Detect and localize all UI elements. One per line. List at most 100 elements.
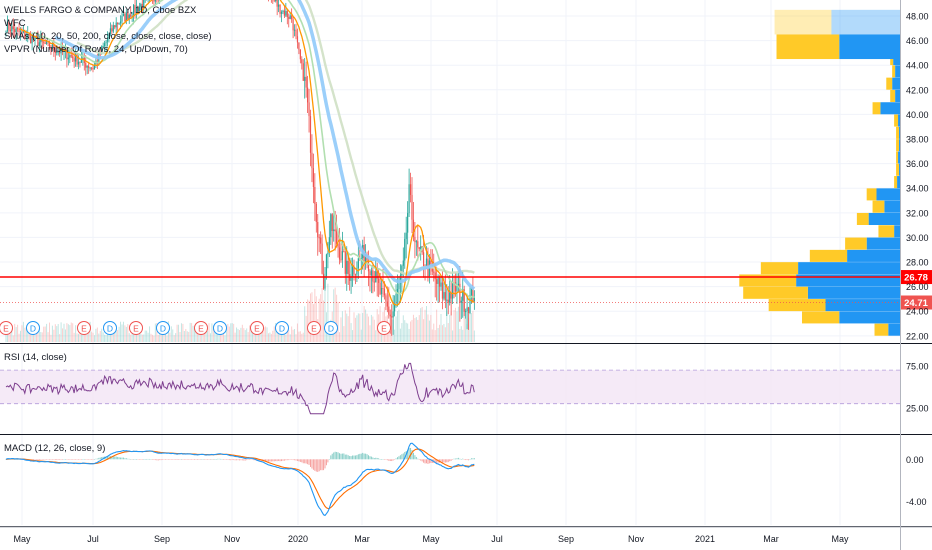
macd-histogram-bar xyxy=(137,459,139,460)
vp-row-up xyxy=(888,323,900,336)
macd-histogram-bar xyxy=(456,458,458,460)
volume-bar xyxy=(93,335,95,342)
candle-body xyxy=(289,15,291,19)
macd-histogram-bar xyxy=(188,459,190,460)
candle-body xyxy=(324,276,326,289)
event-label: D xyxy=(328,324,334,334)
macd-histogram-bar xyxy=(192,459,194,460)
volume-bar xyxy=(244,330,246,342)
macd-histogram-bar xyxy=(86,459,88,460)
volume-bar xyxy=(188,331,190,342)
macd-histogram-bar xyxy=(41,459,43,460)
earnings-icon xyxy=(307,321,321,335)
vp-row-down xyxy=(802,311,840,324)
vp-row-down xyxy=(739,274,797,287)
macd-histogram-bar xyxy=(138,459,140,460)
candle-body xyxy=(72,56,74,59)
macd-histogram-bar xyxy=(334,451,336,460)
symbol-title[interactable]: WELLS FARGO & COMPANY, 1D, Cboe BZX xyxy=(4,5,197,16)
macd-histogram-bar xyxy=(428,459,430,464)
macd-histogram-bar xyxy=(208,459,210,460)
vp-row-down xyxy=(878,225,895,238)
macd-histogram-bar xyxy=(292,459,294,461)
volume-bar xyxy=(365,309,367,342)
macd-histogram-bar xyxy=(399,455,401,460)
volume-bar xyxy=(368,316,369,342)
volume-bar xyxy=(465,318,467,342)
macd-histogram-bar xyxy=(357,454,359,460)
macd-legend[interactable]: MACD (12, 26, close, 9) xyxy=(4,443,106,454)
macd-histogram-bar xyxy=(43,459,45,460)
candle-body xyxy=(333,229,335,231)
volume-bar xyxy=(318,298,320,342)
volume-bar xyxy=(182,323,184,342)
macd-histogram-bar xyxy=(134,459,136,460)
volume-bar xyxy=(166,335,168,342)
macd-histogram-bar xyxy=(80,459,82,460)
candle-body xyxy=(143,0,145,9)
candle-body xyxy=(409,184,412,195)
volume-bar xyxy=(75,325,77,342)
macd-histogram-bar xyxy=(47,459,49,460)
volume-bar xyxy=(246,328,248,342)
vp-row-down xyxy=(760,262,799,275)
rsi-legend[interactable]: RSI (14, close) xyxy=(4,352,67,363)
candle-body xyxy=(444,292,446,301)
macd-histogram-bar xyxy=(167,459,169,460)
volume-bar xyxy=(189,322,191,342)
macd-histogram-bar xyxy=(153,459,155,460)
macd-histogram-bar xyxy=(79,459,81,460)
price-tick: 24.00 xyxy=(906,307,929,317)
candle-body xyxy=(462,289,464,301)
macd-histogram-bar xyxy=(18,459,20,460)
macd-histogram-bar xyxy=(324,459,326,469)
candle-body xyxy=(118,23,120,25)
macd-histogram-bar xyxy=(75,459,77,460)
volume-bar xyxy=(194,328,195,342)
candle-body xyxy=(154,0,156,2)
price-tick: 38.00 xyxy=(906,135,929,145)
macd-histogram-bar xyxy=(57,459,59,460)
sma-legend[interactable]: SMAs (10, 20, 50, 200, close, close, clo… xyxy=(4,31,212,42)
candle-body xyxy=(472,288,474,302)
candle-body xyxy=(321,243,323,274)
event-label: E xyxy=(133,324,139,334)
macd-histogram-bar xyxy=(331,453,333,460)
volume-bar xyxy=(178,324,180,342)
volume-bar xyxy=(102,332,104,342)
vpvr-legend[interactable]: VPVR (Number Of Rows, 24, Up/Down, 70) xyxy=(4,44,188,55)
candle-body xyxy=(412,219,415,237)
volume-bar xyxy=(76,333,78,342)
macd-histogram-bar xyxy=(183,459,185,460)
volume-bar xyxy=(469,309,471,342)
volume-bar xyxy=(323,300,325,342)
macd-histogram-bar xyxy=(51,459,53,460)
volume-bar xyxy=(53,329,55,342)
candle-body xyxy=(311,152,313,169)
candle-body xyxy=(8,21,10,30)
candle-body xyxy=(344,251,346,274)
macd-histogram-bar xyxy=(120,457,122,460)
macd-histogram-bar xyxy=(49,459,50,460)
macd-histogram-bar xyxy=(275,459,277,462)
vp-row-down xyxy=(872,200,885,213)
vp-row-up xyxy=(884,200,900,213)
volume-profile xyxy=(739,9,900,336)
candle-body xyxy=(334,229,336,232)
macd-histogram-bar xyxy=(96,458,98,460)
vp-row-up xyxy=(876,188,900,201)
volume-bar xyxy=(444,327,446,342)
candle-body xyxy=(433,271,435,273)
volume-bar xyxy=(362,313,364,342)
volume-bar xyxy=(260,331,262,342)
macd-histogram-bar xyxy=(156,459,158,461)
candle-body xyxy=(372,270,374,282)
volume-bar xyxy=(282,333,284,342)
macd-histogram-bar xyxy=(386,459,388,461)
volume-bar xyxy=(128,333,130,342)
macd-histogram-bar xyxy=(215,459,217,460)
macd-histogram-bar xyxy=(180,459,182,460)
time-tick: 2020 xyxy=(288,534,308,544)
volume-bar xyxy=(89,321,91,342)
